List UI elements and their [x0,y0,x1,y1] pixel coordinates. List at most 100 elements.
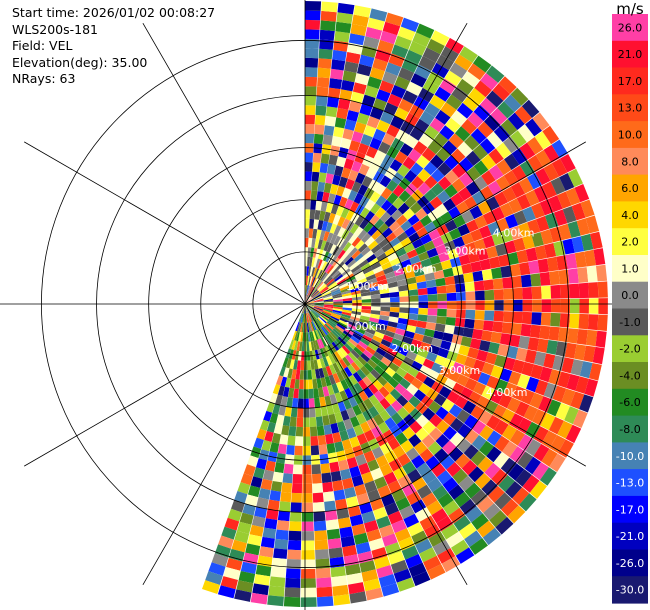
range-gate [420,233,432,245]
range-gate [352,332,362,341]
range-gate [532,409,547,426]
range-gate [353,382,364,394]
range-gate [306,313,309,323]
range-gate [305,209,310,219]
colorbar-tick-label: -10.0 [616,450,644,463]
range-gate [430,30,450,46]
range-gate [538,396,553,413]
range-gate [511,148,528,165]
range-gate [349,385,359,397]
range-ring-label: 2.00km [392,342,434,355]
range-gate [313,388,320,399]
range-gate [326,278,335,286]
range-gate [357,356,367,366]
range-gate [494,419,509,436]
range-gate [331,330,340,339]
range-gate [320,463,331,474]
range-gate [340,535,356,548]
range-gate [291,369,297,380]
colorbar-tick-label: -13.0 [616,477,644,490]
range-gate [429,255,441,265]
range-gate [367,17,385,31]
range-gate [306,266,310,276]
range-gate [305,302,315,304]
range-gate [465,291,476,301]
range-gate [297,407,304,418]
range-gate [310,200,317,210]
range-gate [305,199,311,210]
range-gate [345,209,355,221]
range-gate [456,374,469,387]
range-gate [389,257,401,267]
range-gate [316,96,328,107]
range-gate [356,369,367,380]
range-gate [378,238,390,249]
range-gate [405,49,423,65]
range-gate [416,155,430,169]
range-gate [411,530,428,546]
range-gate [291,483,302,494]
range-gate [419,110,435,126]
range-gate [324,263,332,273]
range-gate [370,313,380,320]
range-gate [316,425,325,436]
range-gate [539,272,551,286]
range-gate [378,283,389,290]
range-gate [397,453,411,467]
range-gate [211,553,229,567]
range-gate [380,310,390,317]
range-gate [471,513,489,531]
range-gate [305,124,315,134]
range-gate [560,154,576,173]
range-gate [341,167,352,179]
range-gate [308,312,313,322]
range-gate [561,357,574,374]
range-gate [374,476,388,490]
range-gate [342,254,352,264]
range-gate [408,434,422,448]
range-gate [352,404,363,416]
range-gate [399,143,414,157]
range-gate [343,366,353,378]
range-gate [388,286,399,293]
range-gate [339,359,348,369]
range-gate [347,364,357,375]
range-gate [305,29,320,40]
range-gate [390,296,400,303]
range-gate [479,340,491,352]
range-gate [348,169,359,182]
range-gate [369,8,388,22]
range-gate [544,243,557,258]
range-gate [307,332,311,342]
range-gate [305,57,319,68]
range-gate [479,425,494,441]
range-gate [290,502,302,513]
range-gate [406,249,418,259]
range-gate [354,121,367,134]
range-gate [319,315,328,323]
range-gate [295,369,301,380]
range-gate [305,304,315,307]
range-gate [310,287,316,297]
range-gate [394,76,411,90]
range-gate [427,294,438,302]
range-gate [444,184,458,198]
range-gate [305,10,321,21]
range-gate [391,209,403,221]
range-gate [305,304,315,307]
range-gate [422,47,441,63]
range-gate [389,159,403,172]
range-gate [490,365,504,379]
colorbar-tick-label: -26.0 [616,557,644,570]
range-gate [291,492,302,503]
range-gate [336,371,345,382]
range-gate [359,207,370,219]
colorbar-swatch [612,228,648,256]
range-gate [327,332,336,342]
range-gate [436,54,454,71]
range-gate [353,393,364,405]
range-gate [305,294,308,304]
range-gate [312,267,318,278]
range-gate [380,30,398,45]
range-gate [426,247,439,258]
